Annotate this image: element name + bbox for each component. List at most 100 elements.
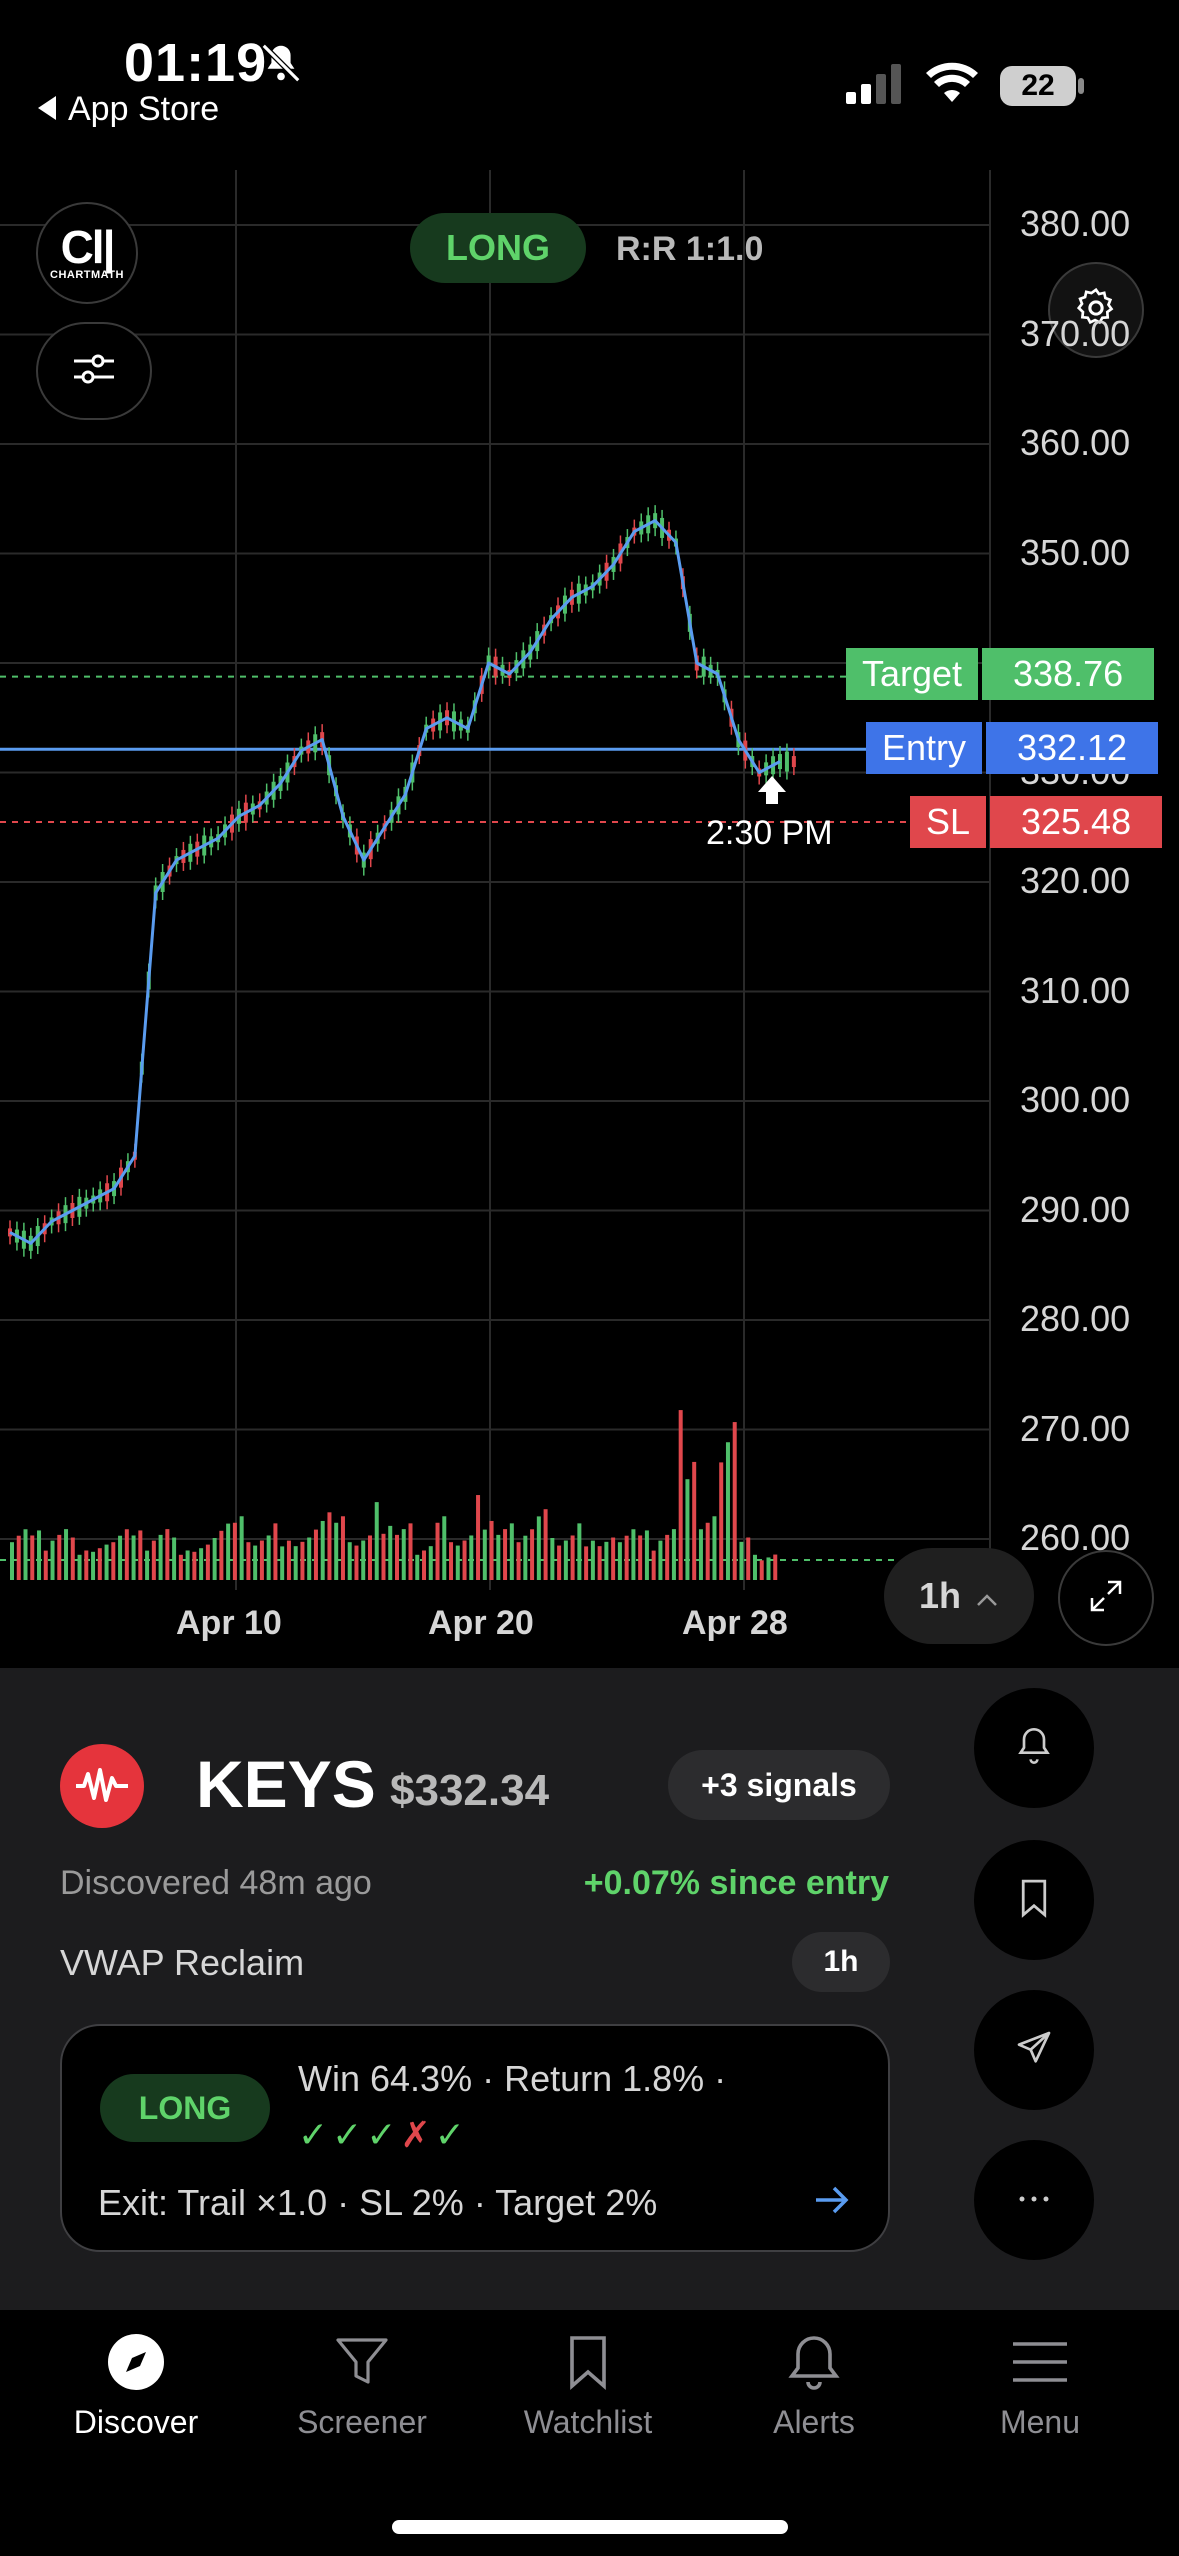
win-check-icon: ✓ (298, 2114, 333, 2155)
volume-bar (725, 1442, 730, 1580)
stop-loss-value: 325.48 (990, 796, 1163, 848)
timeframe-selector[interactable]: 1h (884, 1548, 1034, 1644)
chartmath-logo-button[interactable]: Cl| CHARTMATH (36, 202, 138, 304)
waveform-icon (76, 1768, 128, 1802)
current-price: $332.34 (390, 1766, 550, 1815)
y-tick-label: 270.00 (1020, 1407, 1131, 1449)
target-value: 338.76 (982, 648, 1155, 700)
send-icon (1014, 2028, 1054, 2073)
back-to-app-store[interactable]: App Store (38, 90, 219, 129)
volume-bar (131, 1535, 136, 1580)
volume-bar (536, 1516, 541, 1580)
arrow-right-icon[interactable] (812, 2182, 852, 2223)
tab-label: Menu (999, 2404, 1081, 2440)
volume-bar (374, 1502, 379, 1580)
volume-bar (16, 1535, 21, 1580)
volume-bar (395, 1534, 399, 1580)
volume-bar (111, 1542, 116, 1580)
volume-bar (476, 1495, 481, 1580)
price-chart[interactable] (0, 170, 1179, 1670)
entry-time-marker: 2:30 PM (706, 814, 833, 852)
y-tick-label: 360.00 (1020, 422, 1131, 463)
volume-bar (415, 1554, 420, 1580)
card-stats: Win 64.3% · Return 1.8% · (298, 2058, 727, 2099)
loss-x-icon: ✗ (400, 2114, 435, 2155)
chart-settings-sliders-button[interactable] (36, 322, 152, 420)
win-check-icon: ✓ (434, 2114, 469, 2155)
volume-bar (665, 1534, 670, 1580)
fullscreen-button[interactable] (1058, 1550, 1154, 1646)
volume-bar (266, 1535, 271, 1580)
volume-bar (30, 1535, 35, 1580)
logo-wordmark: CHARTMATH (50, 269, 124, 281)
volume-bar (746, 1537, 751, 1580)
bell-slash-icon (258, 40, 304, 91)
battery-indicator: 22 (1000, 66, 1076, 106)
volume-bar (685, 1479, 690, 1580)
tab-alerts[interactable]: Alerts (714, 2324, 914, 2454)
tab-screener[interactable]: Screener (262, 2324, 462, 2454)
win-check-icon: ✓ (332, 2114, 367, 2155)
volume-bar (307, 1537, 312, 1580)
volume-bar (280, 1546, 285, 1580)
company-logo (60, 1744, 144, 1828)
y-tick-label: 320.00 (1020, 860, 1131, 901)
volume-bar (185, 1550, 190, 1580)
filter-icon (332, 2324, 392, 2400)
sliders-icon (72, 349, 116, 394)
volume-bar (388, 1525, 393, 1580)
volume-bar (212, 1538, 217, 1580)
volume-bar (604, 1541, 609, 1580)
volume-bar (165, 1529, 170, 1580)
share-button[interactable] (974, 1990, 1094, 2110)
expand-icon (1086, 1576, 1126, 1621)
volume-bar (584, 1546, 589, 1580)
volume-bar (455, 1545, 460, 1580)
volume-bar (773, 1554, 778, 1580)
volume-bar (347, 1542, 352, 1580)
strategy-card[interactable]: LONG Win 64.3% · Return 1.8% · ✓✓✓✗✓ Exi… (60, 2024, 890, 2252)
settings-button[interactable] (1048, 262, 1144, 358)
bookmark-button[interactable] (974, 1840, 1094, 1960)
vwap-line (9, 519, 781, 1245)
volume-bar (361, 1540, 366, 1580)
volume-bar (651, 1550, 656, 1580)
tab-watchlist[interactable]: Watchlist (488, 2324, 688, 2454)
tab-label: Alerts (773, 2404, 855, 2440)
tab-discover[interactable]: Discover (36, 2324, 236, 2454)
direction-badge: LONG (410, 213, 586, 283)
volume-bar (178, 1554, 183, 1580)
target-label: Target (846, 648, 979, 700)
win-check-icon: ✓ (366, 2114, 401, 2155)
volume-bar (334, 1522, 339, 1580)
back-triangle-icon (38, 90, 58, 129)
volume-bar (752, 1554, 757, 1580)
volume-bar (462, 1540, 467, 1580)
volume-bar (530, 1529, 535, 1580)
volume-bar (570, 1535, 575, 1580)
volume-bar (286, 1540, 291, 1580)
ellipsis-icon (1014, 2191, 1054, 2209)
tab-label: Screener (297, 2404, 427, 2440)
volume-bar (199, 1548, 204, 1580)
bookmark-icon (563, 2324, 613, 2400)
entry-level-tag: Entry 332.12 (866, 722, 1159, 774)
volume-bar (638, 1535, 643, 1580)
y-tick-label: 370.00 (1020, 312, 1131, 354)
tab-menu[interactable]: Menu (940, 2324, 1140, 2454)
volume-bar (232, 1522, 237, 1580)
chart-canvas[interactable] (0, 170, 1179, 1670)
more-button[interactable] (974, 2140, 1094, 2260)
volume-bar (381, 1533, 386, 1580)
tab-label: Discover (73, 2404, 199, 2440)
volume-bar (273, 1523, 278, 1580)
volume-bar (617, 1542, 622, 1580)
signals-badge[interactable]: +3 signals (668, 1750, 890, 1820)
alert-button[interactable] (974, 1688, 1094, 1808)
ticker-symbol: KEYS (196, 1747, 376, 1821)
volume-bar (435, 1522, 440, 1580)
cellular-signal-icon (846, 62, 902, 111)
volume-bar (563, 1540, 568, 1580)
volume-bar (259, 1540, 264, 1580)
volume-bar (698, 1529, 703, 1580)
